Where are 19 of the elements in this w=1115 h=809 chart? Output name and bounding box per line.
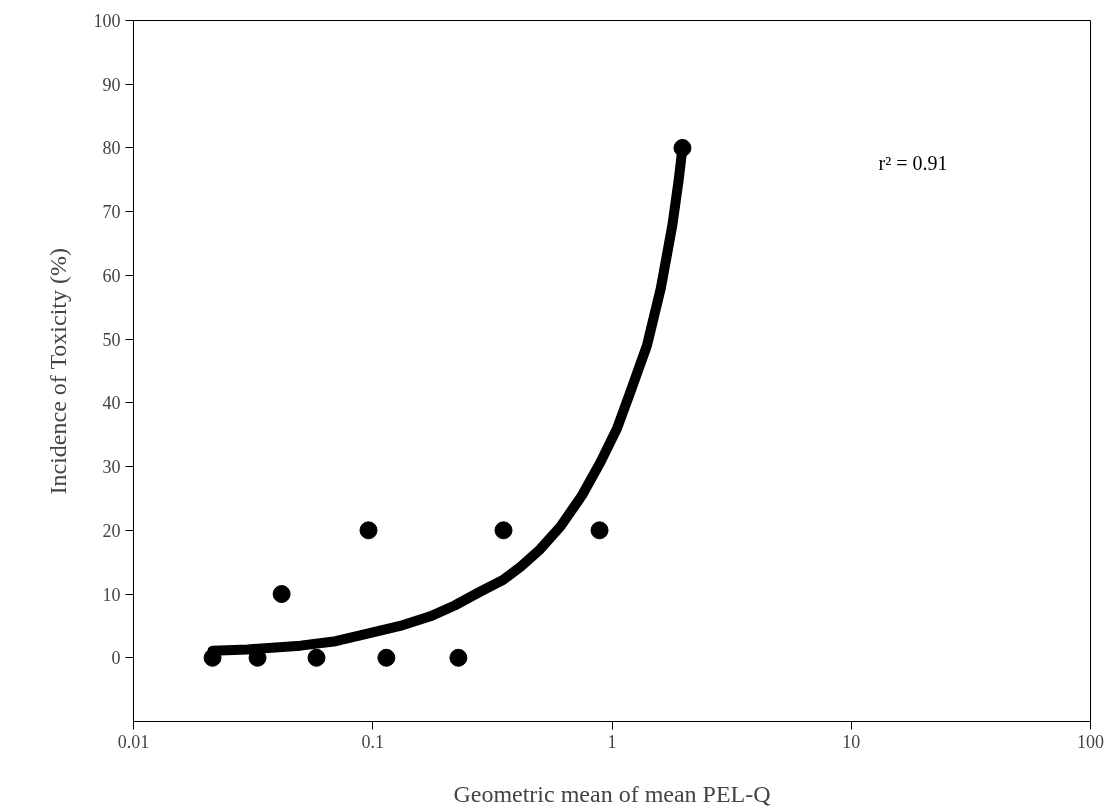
x-tick-label: 100 (1077, 731, 1104, 752)
x-tick-label: 10 (842, 731, 861, 752)
x-tick-label: 0.01 (117, 731, 150, 752)
y-tick-label: 0 (111, 648, 121, 669)
x-axis-title: Geometric mean of mean PEL-Q (453, 780, 771, 807)
y-tick-label: 90 (102, 74, 121, 95)
y-axis-title: Incidence of Toxicity (%) (44, 247, 71, 495)
y-tick-label: 70 (102, 202, 121, 223)
y-tick-label: 100 (93, 11, 121, 31)
annotation: r² = 0.91 (878, 151, 948, 174)
y-tick-label: 30 (102, 457, 121, 478)
y-tick-label: 60 (102, 265, 121, 286)
y-tick-label: 80 (102, 138, 121, 159)
x-tick-label: 0.1 (361, 731, 384, 752)
y-tick-label: 20 (102, 520, 121, 541)
y-tick-label: 50 (102, 329, 121, 350)
y-tick-label: 40 (102, 393, 121, 414)
y-tick-label: 10 (102, 584, 121, 605)
x-tick-label: 1 (607, 731, 617, 752)
